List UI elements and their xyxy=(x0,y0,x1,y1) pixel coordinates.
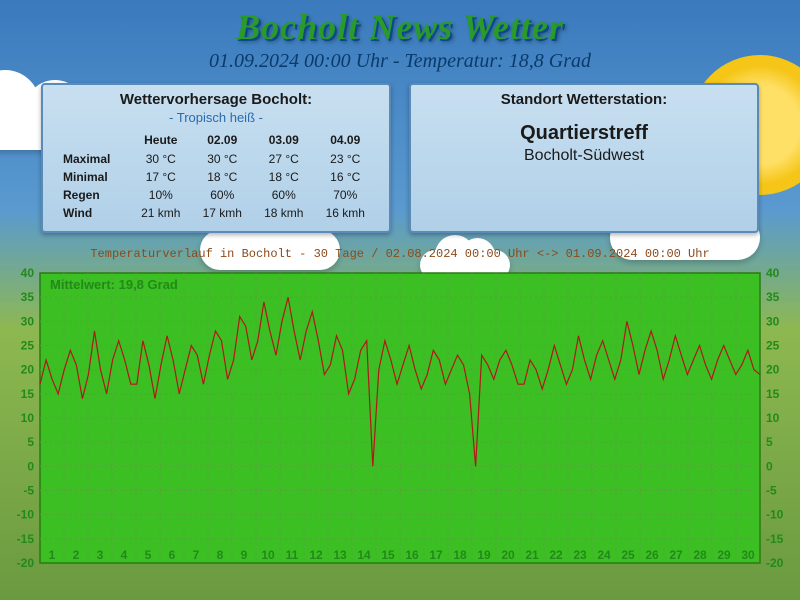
temperature-chart: 40403535303025252020151510105500-5-5-10-… xyxy=(0,263,800,581)
svg-text:10: 10 xyxy=(261,548,275,562)
table-row: Maximal30 °C30 °C27 °C23 °C xyxy=(57,151,375,167)
forecast-col: Heute xyxy=(131,131,190,149)
svg-text:27: 27 xyxy=(669,548,683,562)
svg-text:25: 25 xyxy=(621,548,635,562)
cell-value: 21 kmh xyxy=(131,205,190,221)
svg-text:30: 30 xyxy=(741,548,755,562)
cell-value: 10% xyxy=(131,187,190,203)
svg-text:2: 2 xyxy=(73,548,80,562)
svg-text:25: 25 xyxy=(21,339,35,353)
row-label: Maximal xyxy=(57,151,129,167)
forecast-title: Wettervorhersage Bocholt: xyxy=(55,91,377,108)
station-panel: Standort Wetterstation: Quartierstreff B… xyxy=(409,83,759,233)
cell-value: 16 kmh xyxy=(316,205,376,221)
svg-text:18: 18 xyxy=(453,548,467,562)
svg-text:29: 29 xyxy=(717,548,731,562)
svg-text:-5: -5 xyxy=(23,484,34,498)
forecast-table: Heute02.0903.0904.09 Maximal30 °C30 °C27… xyxy=(55,129,377,223)
svg-text:-10: -10 xyxy=(17,508,35,522)
svg-text:26: 26 xyxy=(645,548,659,562)
svg-text:20: 20 xyxy=(501,548,515,562)
svg-text:-20: -20 xyxy=(766,556,784,570)
svg-text:4: 4 xyxy=(121,548,128,562)
svg-text:30: 30 xyxy=(766,314,780,328)
cell-value: 17 kmh xyxy=(193,205,252,221)
svg-text:-15: -15 xyxy=(766,532,784,546)
svg-text:10: 10 xyxy=(766,411,780,425)
svg-text:28: 28 xyxy=(693,548,707,562)
svg-text:15: 15 xyxy=(21,387,35,401)
forecast-condition: - Tropisch heiß - xyxy=(55,110,377,125)
cell-value: 27 °C xyxy=(254,151,313,167)
cell-value: 23 °C xyxy=(316,151,376,167)
forecast-col: 02.09 xyxy=(193,131,252,149)
svg-text:20: 20 xyxy=(21,363,35,377)
page-title: Bocholt News Wetter xyxy=(0,0,800,48)
svg-text:20: 20 xyxy=(766,363,780,377)
svg-text:10: 10 xyxy=(21,411,35,425)
row-label: Wind xyxy=(57,205,129,221)
svg-text:22: 22 xyxy=(549,548,563,562)
table-row: Minimal17 °C18 °C18 °C16 °C xyxy=(57,169,375,185)
cell-value: 60% xyxy=(254,187,313,203)
svg-text:-5: -5 xyxy=(766,484,777,498)
station-title: Standort Wetterstation: xyxy=(423,91,745,108)
svg-text:23: 23 xyxy=(573,548,587,562)
svg-text:5: 5 xyxy=(145,548,152,562)
svg-text:5: 5 xyxy=(27,435,34,449)
table-row: Regen10%60%60%70% xyxy=(57,187,375,203)
svg-text:3: 3 xyxy=(97,548,104,562)
forecast-panel: Wettervorhersage Bocholt: - Tropisch hei… xyxy=(41,83,391,233)
cell-value: 17 °C xyxy=(131,169,190,185)
svg-text:24: 24 xyxy=(597,548,611,562)
svg-text:-15: -15 xyxy=(17,532,35,546)
cell-value: 16 °C xyxy=(316,169,376,185)
svg-text:35: 35 xyxy=(21,290,35,304)
svg-text:25: 25 xyxy=(766,339,780,353)
svg-text:40: 40 xyxy=(766,266,780,280)
chart-title: Temperaturverlauf in Bocholt - 30 Tage /… xyxy=(0,247,800,261)
station-location: Bocholt-Südwest xyxy=(423,147,745,165)
svg-text:15: 15 xyxy=(381,548,395,562)
cell-value: 18 kmh xyxy=(254,205,313,221)
svg-text:9: 9 xyxy=(241,548,248,562)
cell-value: 70% xyxy=(316,187,376,203)
svg-text:35: 35 xyxy=(766,290,780,304)
svg-text:0: 0 xyxy=(766,459,773,473)
svg-text:30: 30 xyxy=(21,314,35,328)
cell-value: 30 °C xyxy=(193,151,252,167)
cell-value: 60% xyxy=(193,187,252,203)
forecast-col: 03.09 xyxy=(254,131,313,149)
svg-text:40: 40 xyxy=(21,266,35,280)
svg-text:21: 21 xyxy=(525,548,539,562)
svg-text:15: 15 xyxy=(766,387,780,401)
svg-text:-10: -10 xyxy=(766,508,784,522)
svg-text:17: 17 xyxy=(429,548,443,562)
svg-text:16: 16 xyxy=(405,548,419,562)
svg-text:0: 0 xyxy=(27,459,34,473)
cell-value: 30 °C xyxy=(131,151,190,167)
svg-text:5: 5 xyxy=(766,435,773,449)
row-label: Regen xyxy=(57,187,129,203)
station-name: Quartierstreff xyxy=(423,122,745,145)
svg-text:12: 12 xyxy=(309,548,323,562)
cell-value: 18 °C xyxy=(254,169,313,185)
svg-text:11: 11 xyxy=(286,548,299,562)
cell-value: 18 °C xyxy=(193,169,252,185)
svg-text:1: 1 xyxy=(49,548,56,562)
svg-text:8: 8 xyxy=(217,548,224,562)
chart-region: Temperaturverlauf in Bocholt - 30 Tage /… xyxy=(0,247,800,581)
chart-mean-label: Mittelwert: 19,8 Grad xyxy=(50,277,178,292)
svg-text:6: 6 xyxy=(169,548,176,562)
svg-text:13: 13 xyxy=(333,548,347,562)
svg-text:-20: -20 xyxy=(17,556,35,570)
page-subtitle: 01.09.2024 00:00 Uhr - Temperatur: 18,8 … xyxy=(0,50,800,73)
svg-text:14: 14 xyxy=(357,548,371,562)
table-row: Wind21 kmh17 kmh18 kmh16 kmh xyxy=(57,205,375,221)
row-label: Minimal xyxy=(57,169,129,185)
forecast-col: 04.09 xyxy=(316,131,376,149)
svg-text:19: 19 xyxy=(477,548,491,562)
svg-text:7: 7 xyxy=(193,548,200,562)
